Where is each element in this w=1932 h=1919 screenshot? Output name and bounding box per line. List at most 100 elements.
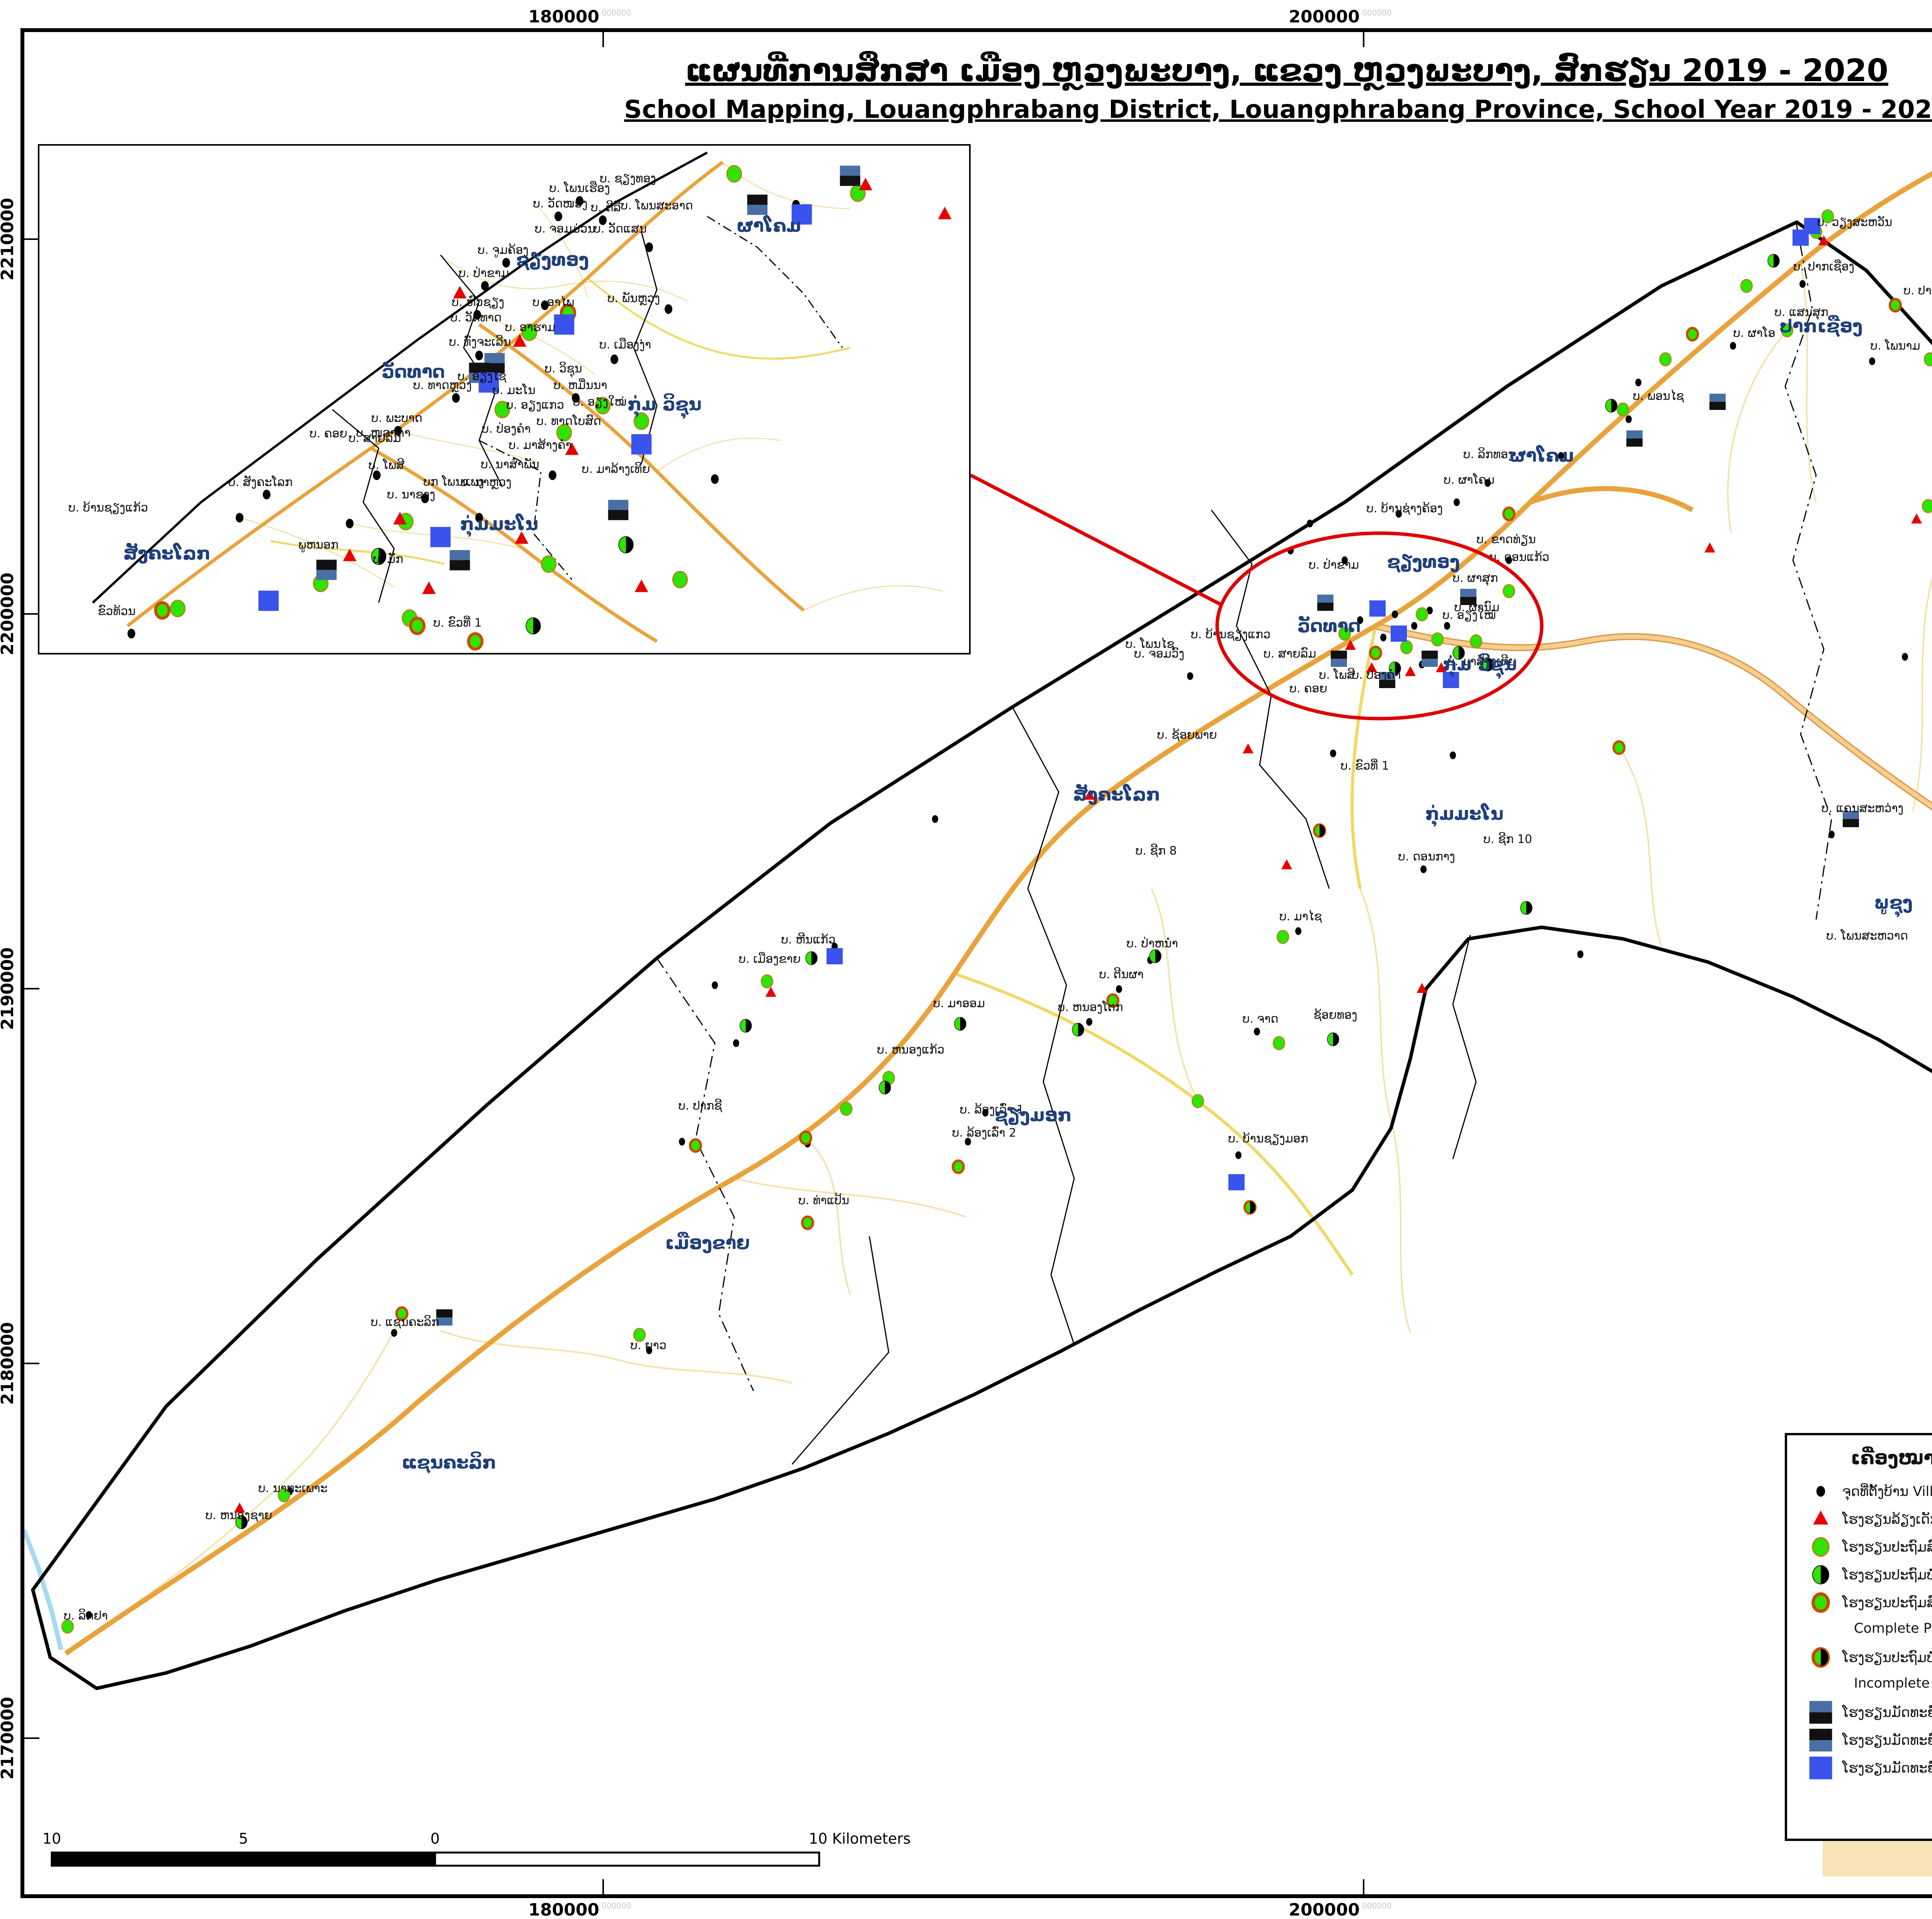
preschool-icon [1243, 743, 1253, 753]
scale-label-0: 0 [430, 1830, 440, 1847]
marker-ps [1345, 640, 1356, 650]
complete-secondary-icon [258, 590, 279, 611]
marker-cp [1338, 626, 1351, 641]
lower-secondary-icon-bottom [1709, 402, 1726, 410]
legend-item-label: ໂຮງຮຽນລ້ຽງເດັກ ແລະ ອະນຸບານ Pre-School [1842, 1511, 1932, 1529]
village-point-icon [1396, 510, 1402, 518]
inset-village-label: ບ. ປ່າຂາມ [459, 266, 509, 280]
complete-primary-icon [633, 1327, 646, 1342]
marker-cp [1616, 402, 1629, 417]
complete-primary-icon [1415, 607, 1429, 622]
upper-secondary-icon-top [1809, 1729, 1832, 1740]
marker-ps [1405, 666, 1416, 676]
marker-v [1427, 607, 1433, 614]
incomplete-primary-half [960, 1017, 966, 1030]
top-coordinate-label: 180000 [528, 7, 599, 27]
inset-region-label: ຊຽງທອງ [516, 249, 589, 271]
village-point-icon [541, 300, 549, 310]
complete-secondary-icon [791, 204, 812, 225]
marker-cp [760, 974, 774, 989]
marker-v [982, 1109, 988, 1117]
marker-cp [1469, 634, 1483, 649]
map-frame [20, 28, 1932, 1898]
complete-primary-icon [1191, 1094, 1204, 1108]
complete-primary-pre-primary-icon [799, 1130, 812, 1145]
scale-bar-white-segment [434, 1851, 820, 1867]
preschool-icon [1366, 662, 1377, 672]
village-label: ບ. ລ້ອງເລົ່າ 2 [952, 1126, 1016, 1140]
marker-cp [1821, 209, 1834, 224]
village-label: ບ. ໂພນສະຫວາດ [1826, 929, 1908, 943]
village-label: ບ. ຂົວທີ່ 1 [1340, 759, 1389, 773]
top-coordinate-suffix: 000000 [602, 8, 631, 17]
preschool-icon [1436, 662, 1447, 672]
village-point-icon [576, 196, 583, 206]
marker-cs [827, 948, 843, 964]
lower-secondary-icon-top [1317, 595, 1333, 603]
inset-region-label: ກຸ່ມມະໂນ [460, 513, 538, 537]
village-point-icon [1506, 556, 1512, 564]
marker-ls [1460, 589, 1476, 605]
inset-village-label: ບກ ໂພນແພງ [423, 475, 484, 489]
map-title-english: School Mapping, Louangphrabang District,… [624, 95, 1932, 124]
marker-v [611, 354, 618, 364]
village-label: ບ. ລິກຢາ [64, 1609, 108, 1623]
marker-cp [1923, 352, 1932, 367]
complete-primary-icon [1276, 930, 1289, 944]
marker-v [1444, 622, 1450, 630]
marker-cpp [395, 1306, 408, 1321]
village-point-icon [1635, 379, 1641, 386]
complete-primary-icon [521, 323, 537, 341]
complete-primary-icon [1502, 584, 1515, 598]
complete-secondary-icon [554, 314, 575, 335]
complete-primary-pre-primary-icon [1106, 993, 1119, 1008]
village-point-icon [1450, 751, 1456, 759]
incomplete-primary-half [1488, 658, 1493, 671]
village-point-icon [1730, 342, 1736, 350]
inset-village-label: ບ. ມະໂນ [492, 384, 535, 397]
marker-v [1342, 556, 1348, 564]
marker-v [1577, 950, 1583, 958]
marker-v [733, 1039, 739, 1047]
inset-village-label: ບ. ເມືອງງ່າ [599, 338, 651, 352]
village-point-icon [1357, 616, 1363, 624]
marker-v [541, 300, 549, 310]
preschool-icon [938, 207, 952, 219]
village-label: ບ. ແຄນສະຫວ່າງ [1821, 802, 1903, 815]
lower-secondary-icon-bottom [1317, 603, 1333, 611]
left-coordinate-label: 2210000 [0, 198, 17, 280]
marker-ps [234, 1503, 245, 1513]
marker-ls [1626, 430, 1643, 447]
lower-secondary-icon-top [1809, 1701, 1832, 1712]
marker-v [128, 629, 135, 639]
preschool-icon [515, 531, 529, 544]
marker-v [1506, 556, 1512, 564]
village-label: ບ. ແຊນຄະລິກ [371, 1315, 439, 1329]
village-point-icon [1902, 653, 1908, 661]
complete-primary-pre-primary-icon [1686, 327, 1699, 342]
village-point-icon [1420, 865, 1427, 873]
left-coordinate-label: 2190000 [0, 947, 17, 1030]
marker-ip [1812, 1565, 1830, 1584]
incomplete-primary-half [1774, 254, 1779, 267]
marker-v [646, 1346, 652, 1354]
city-highlight-ellipse [1215, 531, 1544, 721]
village-label: ບ. ສາຍລົມ [1264, 647, 1316, 661]
upper-secondary-icon-top [747, 194, 768, 205]
marker-us [316, 559, 337, 580]
incomplete-primary-half [1526, 901, 1532, 914]
marker-v [554, 211, 562, 221]
complete-primary-icon [556, 424, 572, 442]
scale-label-5: 5 [239, 1830, 248, 1847]
village-point-icon [965, 1138, 971, 1146]
preschool-icon [343, 549, 357, 561]
complete-primary-pre-primary-icon [1889, 298, 1902, 313]
village-point-icon [572, 393, 580, 403]
inset-connector-line [969, 474, 1223, 607]
complete-secondary-icon [1369, 600, 1386, 617]
inset-village-label: ບ. ຄອຍ [310, 427, 347, 440]
marker-cp [1272, 1036, 1286, 1050]
preschool-icon [234, 1503, 245, 1513]
complete-secondary-icon [430, 527, 451, 547]
incomplete-primary-half [811, 952, 817, 965]
